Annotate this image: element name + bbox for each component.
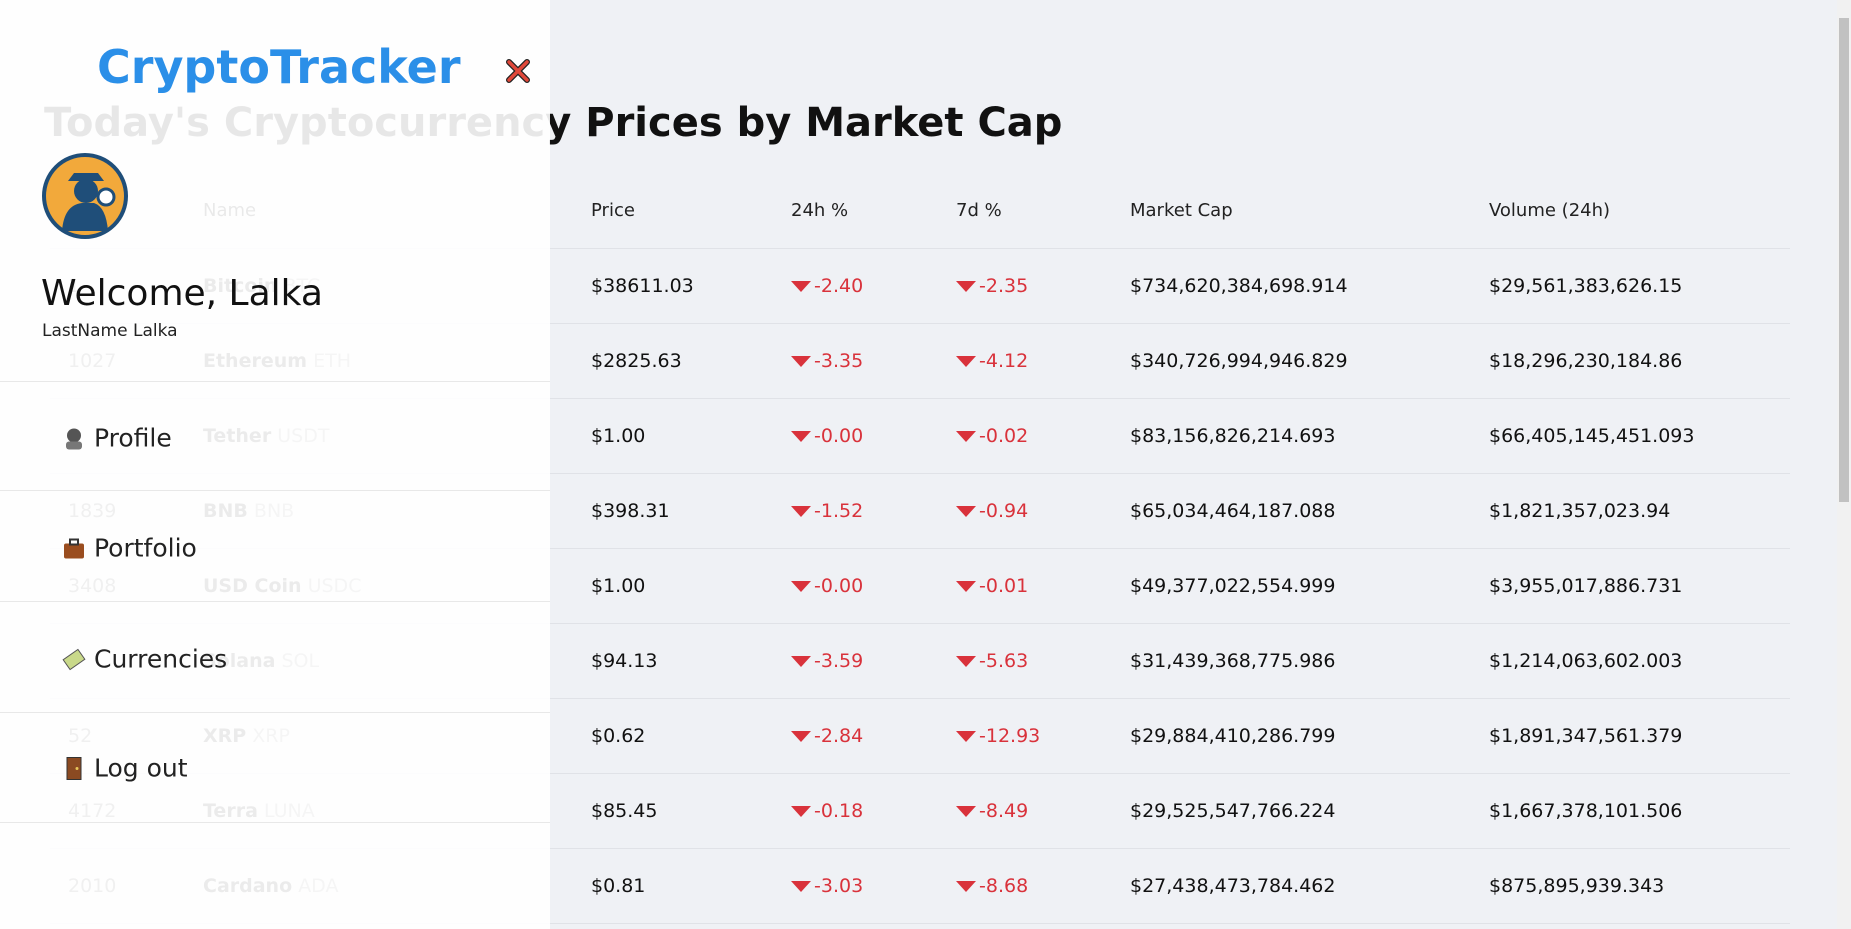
column-header: 24h % [791, 200, 849, 221]
menu-icon [66, 428, 82, 449]
price: $0.62 [591, 725, 646, 747]
change-24h: -3.35 [791, 350, 863, 372]
change-24h: -3.03 [791, 875, 863, 897]
row-separator [50, 473, 1790, 474]
price: $398.31 [591, 500, 670, 522]
row-separator [50, 698, 1790, 699]
row-separator [50, 548, 1790, 549]
volume: $1,214,063,602.003 [1489, 650, 1683, 672]
change-7d: -8.49 [956, 800, 1028, 822]
change-24h: -0.00 [791, 575, 863, 597]
row-separator [50, 848, 1790, 849]
menu-label[interactable]: Log out [94, 753, 188, 783]
market-cap: $29,884,410,286.799 [1130, 725, 1336, 747]
column-header: Volume (24h) [1489, 200, 1611, 221]
column-header: Market Cap [1130, 200, 1233, 221]
volume: $1,667,378,101.506 [1489, 800, 1683, 822]
volume: $875,895,939.343 [1489, 875, 1665, 897]
row-separator [50, 248, 1790, 249]
volume: $1,891,347,561.379 [1489, 725, 1683, 747]
change-7d: -0.94 [956, 500, 1028, 522]
volume: $1,821,357,023.94 [1489, 500, 1671, 522]
change-7d: -0.01 [956, 575, 1028, 597]
market-cap: $340,726,994,946.829 [1130, 350, 1348, 372]
price: $0.81 [591, 875, 646, 897]
change-24h: -3.59 [791, 650, 863, 672]
change-7d: -12.93 [956, 725, 1040, 747]
logo[interactable]: CryptoTracker [97, 40, 461, 94]
change-24h: -0.00 [791, 425, 863, 447]
menu-separator [0, 381, 550, 382]
volume: $66,405,145,451.093 [1489, 425, 1695, 447]
close-button[interactable] [505, 56, 533, 84]
price: $1.00 [591, 575, 646, 597]
menu-separator [0, 712, 550, 713]
price: $1.00 [591, 425, 646, 447]
price: $38611.03 [591, 275, 694, 297]
welcome-text: Welcome, Lalka [41, 273, 323, 314]
row-separator [50, 398, 1790, 399]
change-7d: -2.35 [956, 275, 1028, 297]
column-header: 7d % [956, 200, 1002, 221]
price: $2825.63 [591, 350, 682, 372]
menu-item[interactable]: Profile [62, 424, 172, 453]
market-cap: $65,034,464,187.088 [1130, 500, 1336, 522]
menu-label[interactable]: Portfolio [94, 533, 197, 563]
scrollbar-thumb[interactable] [1839, 18, 1849, 502]
volume: $18,296,230,184.86 [1489, 350, 1683, 372]
row-separator [50, 623, 1790, 624]
sidebar: CryptoTracker Welcome, Lalka LastName La… [0, 0, 550, 929]
menu-item[interactable]: Log out [62, 754, 188, 783]
change-7d: -4.12 [956, 350, 1028, 372]
user-fullname: LastName Lalka [42, 321, 178, 341]
volume: $3,955,017,886.731 [1489, 575, 1683, 597]
menu-item[interactable]: Currencies [62, 645, 227, 674]
change-7d: -8.68 [956, 875, 1028, 897]
price: $85.45 [591, 800, 658, 822]
menu-label[interactable]: Currencies [94, 644, 228, 674]
row-separator [50, 923, 1790, 924]
menu-icon [64, 538, 84, 558]
menu-separator [0, 822, 550, 823]
avatar [42, 153, 128, 239]
change-24h: -0.18 [791, 800, 863, 822]
market-cap: $734,620,384,698.914 [1130, 275, 1348, 297]
change-24h: -2.40 [791, 275, 863, 297]
menu-separator [0, 601, 550, 602]
change-24h: -1.52 [791, 500, 863, 522]
menu-item[interactable]: Portfolio [62, 534, 197, 563]
change-7d: -5.63 [956, 650, 1028, 672]
change-24h: -2.84 [791, 725, 863, 747]
menu-icon [62, 648, 86, 670]
row-separator [50, 773, 1790, 774]
market-cap: $31,439,368,775.986 [1130, 650, 1336, 672]
volume: $29,561,383,626.15 [1489, 275, 1683, 297]
menu-separator [0, 490, 550, 491]
market-cap: $49,377,022,554.999 [1130, 575, 1336, 597]
menu-icon [66, 756, 82, 780]
row-separator [50, 323, 1790, 324]
market-cap: $83,156,826,214.693 [1130, 425, 1336, 447]
column-header: Price [591, 200, 635, 221]
change-7d: -0.02 [956, 425, 1028, 447]
menu-label[interactable]: Profile [94, 423, 172, 453]
price: $94.13 [591, 650, 658, 672]
market-cap: $27,438,473,784.462 [1130, 875, 1336, 897]
market-cap: $29,525,547,766.224 [1130, 800, 1336, 822]
